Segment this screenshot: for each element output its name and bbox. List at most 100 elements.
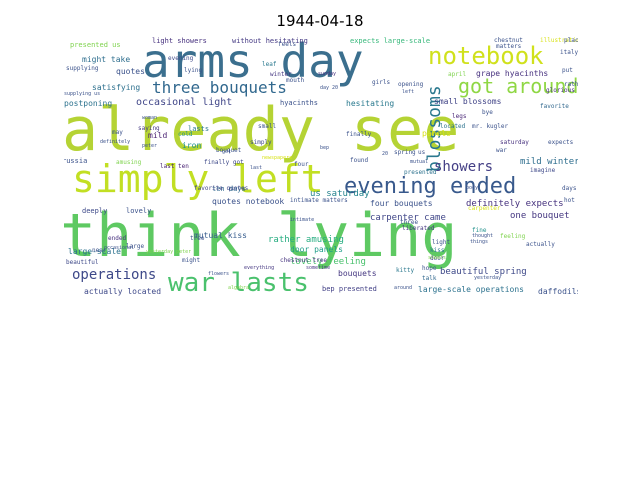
word: leaf <box>262 61 277 68</box>
word: intimate <box>290 217 315 223</box>
word: russia <box>64 157 88 165</box>
word: mutual kiss <box>194 231 247 240</box>
word: mr. kugler <box>472 123 509 130</box>
word: finally <box>346 131 372 138</box>
word: four <box>294 161 309 168</box>
word: chestnut tree <box>280 257 327 264</box>
word: carpenter came <box>370 213 446 223</box>
word: ended <box>108 235 127 242</box>
word: grape hyacinths <box>476 69 549 78</box>
word: put <box>562 67 573 74</box>
word: four bouquets <box>370 199 433 208</box>
word: mouth <box>286 77 305 84</box>
word: actually located <box>84 287 162 296</box>
word: large <box>126 243 145 250</box>
word: simply left <box>72 157 324 201</box>
word: kiss <box>430 247 445 254</box>
word: panels <box>422 129 451 138</box>
word: spring <box>394 149 416 156</box>
word: light showers <box>152 37 207 45</box>
word: rather amusing <box>268 235 344 245</box>
word: evening <box>168 55 194 62</box>
word: saying <box>138 125 160 132</box>
word: imagine <box>530 167 556 174</box>
word: three bouquets <box>152 78 287 97</box>
word: got around <box>458 74 578 98</box>
word: feels <box>278 41 297 48</box>
word: mild winter <box>520 157 578 167</box>
word: matters <box>496 43 522 50</box>
word: hope <box>422 265 437 272</box>
word: finally got <box>204 159 244 166</box>
word: favorite quotes <box>194 185 249 192</box>
word: chestnut <box>494 37 523 44</box>
word: newspapers <box>262 155 293 161</box>
word: legs <box>452 113 467 120</box>
word: expects <box>548 139 574 146</box>
word: days <box>562 185 577 192</box>
word: notebook <box>428 42 544 70</box>
word: door <box>430 255 445 262</box>
word: near <box>92 247 107 254</box>
word: without hesitating <box>232 37 308 45</box>
word: hesitating <box>346 99 395 108</box>
word: amusing <box>116 159 142 166</box>
word: things <box>470 239 489 245</box>
word: feeling <box>500 233 526 240</box>
word: tree <box>190 235 205 242</box>
word: intimate matters <box>290 197 348 204</box>
word: presented us <box>70 41 121 49</box>
word: illustrations <box>540 37 578 44</box>
word: evening ended <box>344 174 517 199</box>
word: everything <box>244 265 275 271</box>
word: hot <box>564 197 575 204</box>
word: glorious <box>546 87 575 94</box>
chart-title: 1944-04-18 <box>276 12 364 30</box>
word: door panels <box>290 245 343 254</box>
word: last ten <box>160 163 189 170</box>
word: favorite <box>540 103 569 110</box>
word: yesterday peter <box>146 249 192 255</box>
word: arms day <box>142 36 364 88</box>
word: satisfying <box>92 83 141 92</box>
word: lying <box>184 67 203 74</box>
word: bye <box>482 109 493 116</box>
word: flowers <box>208 271 230 277</box>
word: algebra <box>228 285 250 291</box>
word: occasional light <box>136 97 233 108</box>
word: got <box>222 149 232 155</box>
word-cloud: already see think lying arms day simply … <box>64 36 578 298</box>
word: quotes <box>116 67 145 76</box>
word: deeply <box>82 207 108 215</box>
word: definitely expects <box>466 199 564 209</box>
word: operations <box>72 267 157 283</box>
word: bouquet <box>216 147 242 154</box>
word: mild <box>148 131 168 140</box>
word: fine <box>472 227 487 234</box>
word: rather <box>564 81 578 88</box>
word: definitely <box>100 139 131 145</box>
word: lovely <box>126 207 152 215</box>
word: iron <box>182 141 202 150</box>
word: light <box>432 239 451 246</box>
word: opening <box>398 81 424 88</box>
word: simply <box>250 139 272 146</box>
word: expects large-scale <box>350 37 431 45</box>
word: peter <box>142 143 158 149</box>
word: small blossoms <box>434 97 502 106</box>
word: large-scale operations <box>418 285 524 294</box>
word: bep presented <box>322 285 377 293</box>
word: bouquets <box>338 269 377 278</box>
word: woman <box>142 115 158 121</box>
word: carpenter <box>468 205 501 212</box>
word: think lying <box>64 201 458 271</box>
word: talk <box>422 275 437 282</box>
word: might take <box>82 55 131 64</box>
word: us saturday <box>310 189 370 199</box>
word: last <box>250 165 263 171</box>
word: saturday <box>500 139 529 146</box>
word: beautiful <box>66 259 99 266</box>
word: thought <box>472 233 494 239</box>
word: winter <box>270 71 292 78</box>
word: one bouquet <box>510 211 570 221</box>
